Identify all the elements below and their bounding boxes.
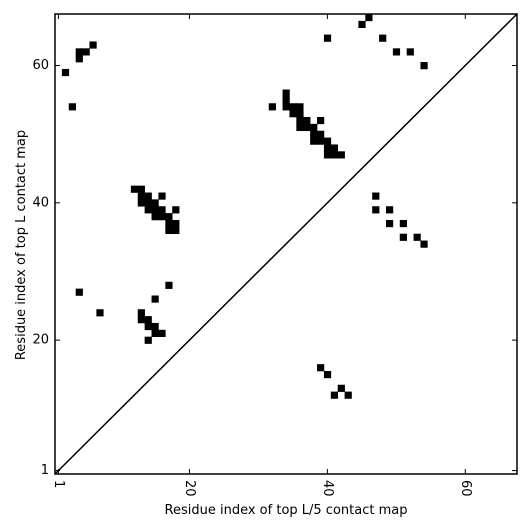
- contact-point: [151, 206, 159, 214]
- contact-point: [75, 288, 83, 296]
- y-tick-label: 60: [32, 58, 49, 73]
- contact-point: [82, 48, 90, 56]
- contact-point: [296, 110, 304, 118]
- contact-point: [144, 206, 152, 214]
- contact-point: [323, 137, 332, 145]
- contact-point: [151, 329, 159, 337]
- contact-point: [75, 48, 83, 56]
- contact-point: [344, 391, 352, 399]
- contact-point: [337, 151, 345, 159]
- contact-point: [158, 206, 166, 214]
- contact-point: [385, 219, 394, 228]
- contact-point: [399, 233, 407, 241]
- contact-point: [420, 240, 428, 248]
- contact-point: [385, 206, 394, 214]
- contact-point: [372, 192, 380, 200]
- contact-point: [330, 144, 339, 152]
- contact-point: [289, 103, 297, 111]
- y-axis-label: Residue index of top L contact map: [14, 130, 29, 360]
- contact-point: [303, 123, 311, 132]
- contact-point: [137, 199, 145, 207]
- x-tick-label: 20: [182, 480, 197, 497]
- contact-point: [172, 219, 180, 228]
- contact-point: [172, 206, 180, 214]
- contact-point: [68, 103, 76, 111]
- contact-point: [323, 144, 332, 152]
- contact-point: [144, 322, 152, 331]
- contact-point: [317, 130, 325, 138]
- contact-point: [323, 371, 332, 379]
- contact-point: [289, 110, 297, 118]
- contact-point: [323, 34, 332, 42]
- contact-point: [144, 316, 152, 324]
- x-tick-label: 60: [458, 480, 473, 497]
- contact-point: [317, 364, 325, 372]
- contact-point: [420, 62, 428, 70]
- contact-point: [268, 103, 276, 111]
- contact-point: [365, 14, 373, 22]
- contact-point: [61, 68, 70, 77]
- contact-point: [158, 192, 166, 200]
- contact-point: [151, 213, 159, 221]
- contact-point: [317, 137, 325, 145]
- x-axis-label: Residue index of top L/5 contact map: [165, 503, 408, 518]
- contact-point: [296, 116, 304, 125]
- contact-point: [137, 192, 145, 200]
- plot-frame: [54, 13, 518, 475]
- contact-point: [310, 137, 318, 145]
- contact-point: [137, 185, 145, 193]
- contact-point: [296, 103, 304, 111]
- contact-point: [303, 116, 311, 125]
- contact-point: [330, 151, 339, 159]
- contact-point: [282, 103, 290, 111]
- contact-point: [282, 89, 290, 97]
- contact-point: [296, 123, 304, 132]
- contact-point: [358, 20, 366, 29]
- contact-point: [330, 391, 339, 399]
- contact-point: [323, 151, 332, 159]
- contact-point: [144, 336, 152, 344]
- contact-point: [282, 96, 290, 104]
- contact-point: [392, 48, 401, 56]
- contact-point: [399, 219, 407, 228]
- contact-point: [379, 34, 387, 42]
- contact-point: [310, 130, 318, 138]
- axis-ticks: [55, 14, 517, 474]
- contact-points: [61, 14, 428, 399]
- contact-point: [130, 185, 139, 193]
- contact-point: [165, 281, 173, 289]
- tick-labels: 1 20 40 60 1 20 40 60: [32, 58, 472, 497]
- x-tick-label: 40: [320, 480, 335, 497]
- contact-point: [372, 206, 380, 214]
- x-tick-label: 1: [51, 480, 66, 488]
- y-tick-label: 40: [32, 195, 49, 210]
- contact-point: [151, 199, 159, 207]
- contact-point: [172, 226, 180, 235]
- contact-point: [158, 213, 166, 221]
- contact-point: [89, 41, 97, 49]
- y-tick-label: 20: [32, 333, 49, 348]
- contact-point: [310, 123, 318, 132]
- contact-point: [165, 226, 173, 235]
- contact-point: [158, 329, 166, 337]
- contact-point: [317, 116, 325, 125]
- contact-point: [151, 295, 159, 303]
- contact-point: [406, 48, 414, 56]
- contact-point: [144, 192, 152, 200]
- contact-point: [151, 322, 159, 331]
- diagonal-line: [54, 13, 518, 475]
- contact-point: [137, 316, 145, 324]
- contact-point: [337, 384, 345, 392]
- contact-point: [165, 213, 173, 221]
- contact-point: [144, 199, 152, 207]
- contact-point: [137, 309, 145, 317]
- contact-point: [165, 219, 173, 228]
- y-tick-label: 1: [41, 463, 49, 478]
- contact-point: [75, 55, 83, 63]
- contact-point: [96, 309, 104, 317]
- contact-point: [413, 233, 421, 241]
